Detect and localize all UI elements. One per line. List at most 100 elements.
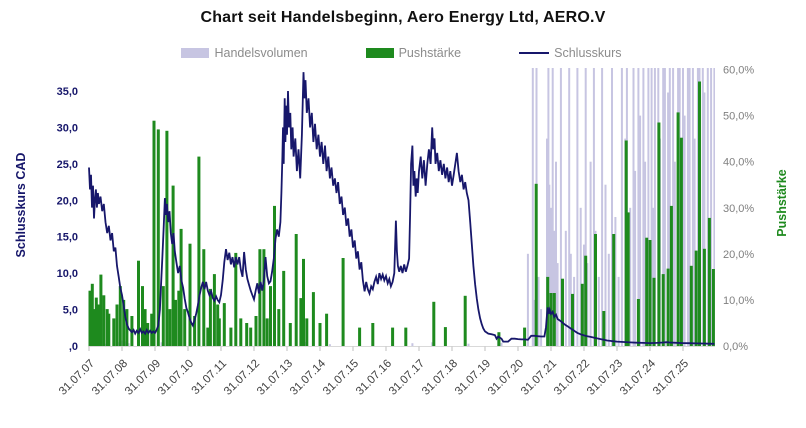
push-bar <box>652 277 656 346</box>
left-tick-label: 15,0 <box>57 232 78 244</box>
volume-series <box>104 68 715 346</box>
push-bar <box>497 332 501 346</box>
volume-bar <box>569 253 572 346</box>
right-tick-label: 50,0% <box>723 111 754 123</box>
push-bar <box>302 258 305 346</box>
volume-bar <box>104 343 107 346</box>
right-tick-label: 40,0% <box>723 157 754 169</box>
legend-label-close: Schlusskurs <box>554 46 622 60</box>
volume-bar <box>629 207 632 346</box>
volume-swatch-icon <box>181 48 210 58</box>
volume-bar <box>620 68 623 346</box>
push-bar <box>107 313 111 346</box>
push-bar <box>624 140 628 346</box>
push-bar <box>669 205 673 346</box>
push-bar <box>102 295 106 346</box>
volume-bar <box>584 68 587 346</box>
push-bar <box>174 299 177 346</box>
volume-bar <box>568 68 571 346</box>
push-bar <box>249 327 253 346</box>
volume-bar <box>117 342 120 346</box>
volume-bar <box>668 68 671 346</box>
push-bar <box>165 130 169 346</box>
push-bar <box>168 309 172 346</box>
push-bar <box>305 318 309 346</box>
push-bar <box>217 318 221 346</box>
legend: Handelsvolumen Pushstärke Schlusskurs <box>88 46 715 60</box>
push-bar <box>636 299 640 346</box>
volume-bar <box>500 342 503 346</box>
push-bar <box>179 228 183 346</box>
legend-label-push: Pushstärke <box>398 46 462 60</box>
push-bar <box>156 129 160 346</box>
close-line-group <box>88 72 715 345</box>
push-bar <box>229 327 233 346</box>
volume-bar <box>617 276 620 346</box>
volume-bar <box>553 230 556 346</box>
push-bar <box>92 309 96 346</box>
push-bar <box>208 288 212 346</box>
x-tick-label: 31.07.25 <box>651 358 691 398</box>
push-bar <box>282 270 286 346</box>
volume-bar <box>597 276 600 346</box>
volume-bar <box>548 184 551 346</box>
push-bar <box>90 283 94 346</box>
left-tick-label: 25,0 <box>57 159 78 171</box>
line-swatch-icon <box>519 51 550 55</box>
push-bar <box>216 304 220 346</box>
push-bar <box>118 286 122 346</box>
push-bar <box>594 234 597 346</box>
volume-bar <box>701 68 704 346</box>
volume-bar <box>604 184 607 346</box>
push-bar <box>626 212 630 346</box>
right-tick-label: 30,0% <box>723 203 754 215</box>
push-bar <box>443 327 447 346</box>
push-bar <box>432 301 436 346</box>
push-series <box>88 81 715 346</box>
volume-bar <box>533 299 536 346</box>
push-bar <box>698 81 701 346</box>
push-bar <box>152 120 156 346</box>
push-bar <box>141 286 144 346</box>
push-bar <box>206 327 210 346</box>
left-tick-label: 30,0 <box>57 122 78 134</box>
push-bar <box>702 248 706 346</box>
legend-label-volume: Handelsvolumen <box>214 46 308 60</box>
volume-bar <box>328 344 331 346</box>
push-bar <box>584 255 588 346</box>
push-bar <box>125 309 129 346</box>
left-tick-label: 35,0 <box>57 86 78 98</box>
volume-bar <box>693 138 696 346</box>
push-bar <box>105 309 109 346</box>
push-bar <box>99 274 103 346</box>
push-bar <box>177 290 181 346</box>
push-bar <box>666 268 670 346</box>
push-bar <box>534 183 538 346</box>
volume-bar <box>537 276 540 346</box>
push-bar <box>661 274 665 346</box>
volume-bar <box>556 263 559 346</box>
push-bar <box>115 304 119 346</box>
push-bar <box>222 303 226 346</box>
push-bar <box>341 258 345 346</box>
volume-bar <box>634 170 637 346</box>
push-bar <box>602 311 606 346</box>
push-bar <box>269 286 272 346</box>
volume-bar <box>662 68 665 346</box>
push-bar <box>262 249 266 346</box>
push-bar <box>258 249 262 346</box>
legend-item-handelsvolumen: Handelsvolumen <box>181 46 308 60</box>
push-bar <box>311 292 315 346</box>
volume-bar <box>703 92 706 346</box>
left-tick-label: 20,0 <box>57 195 78 207</box>
x-tick-label: 31.07.10 <box>156 358 196 398</box>
volume-bar <box>601 68 604 346</box>
volume-bar <box>559 68 562 346</box>
volume-bar <box>650 68 653 346</box>
push-bar <box>463 295 467 346</box>
push-bar <box>358 327 362 346</box>
push-bar <box>212 274 216 346</box>
volume-bar <box>540 309 543 346</box>
